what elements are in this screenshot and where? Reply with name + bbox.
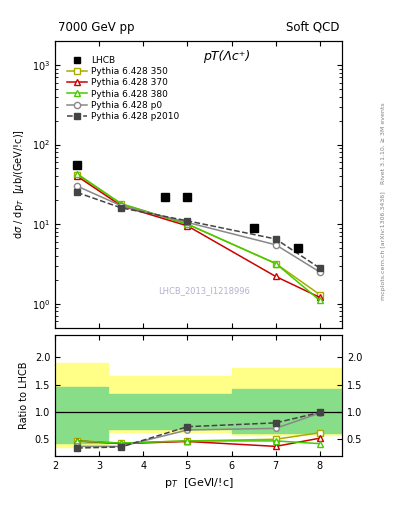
Y-axis label: d$\sigma$ / dp$_T$  [$\mu$b/(GeV/!c)]: d$\sigma$ / dp$_T$ [$\mu$b/(GeV/!c)]: [12, 130, 26, 239]
Bar: [55, 362, 108, 447]
Text: LHCB_2013_I1218996: LHCB_2013_I1218996: [158, 286, 250, 295]
Bar: [231, 389, 342, 433]
Bar: [108, 376, 231, 432]
Text: pT(Λc⁺): pT(Λc⁺): [204, 50, 251, 62]
Bar: [55, 387, 108, 443]
Text: 7000 GeV pp: 7000 GeV pp: [58, 21, 134, 34]
Bar: [108, 394, 231, 430]
X-axis label: p$_T$  [GeVl/!c]: p$_T$ [GeVl/!c]: [163, 476, 233, 490]
Text: Soft QCD: Soft QCD: [286, 21, 339, 34]
Text: Rivet 3.1.10, ≥ 3M events: Rivet 3.1.10, ≥ 3M events: [381, 102, 386, 184]
Y-axis label: Ratio to LHCB: Ratio to LHCB: [19, 362, 29, 429]
Legend: LHCB, Pythia 6.428 350, Pythia 6.428 370, Pythia 6.428 380, Pythia 6.428 p0, Pyt: LHCB, Pythia 6.428 350, Pythia 6.428 370…: [65, 54, 182, 123]
Text: mcplots.cern.ch [arXiv:1306.3436]: mcplots.cern.ch [arXiv:1306.3436]: [381, 191, 386, 300]
Bar: [231, 368, 342, 435]
